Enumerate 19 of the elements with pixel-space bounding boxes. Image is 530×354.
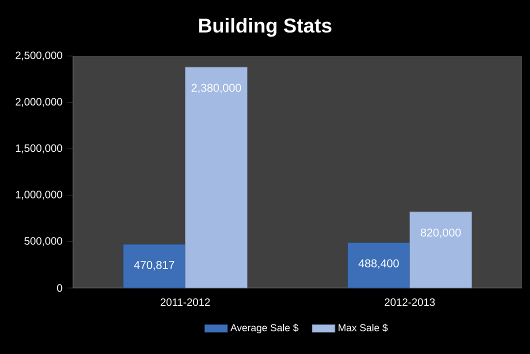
y-tick-label: 0 (57, 284, 62, 292)
y-tick-label: 2,500,000 (16, 52, 62, 60)
bar (409, 212, 472, 288)
x-tick-label: 2012-2013 (384, 298, 435, 306)
x-tick-label: 2011-2012 (160, 298, 210, 306)
legend-label: Average Sale $ (230, 324, 298, 334)
y-tick-label: 1,500,000 (16, 144, 62, 154)
data-label: 2,380,000 (192, 84, 242, 94)
y-tick-label: 2,000,000 (16, 98, 62, 107)
data-label: 470,817 (134, 260, 174, 270)
legend-label: Max Sale $ (338, 324, 388, 332)
y-tick-label: 1,000,000 (16, 190, 62, 200)
bar (184, 66, 248, 288)
bar (347, 242, 410, 288)
data-label: 820,000 (420, 228, 461, 238)
y-tick-label: 500,000 (24, 237, 62, 246)
data-label: 488,400 (358, 259, 399, 269)
chart-title: Building Stats (199, 18, 332, 37)
bar (122, 244, 186, 288)
